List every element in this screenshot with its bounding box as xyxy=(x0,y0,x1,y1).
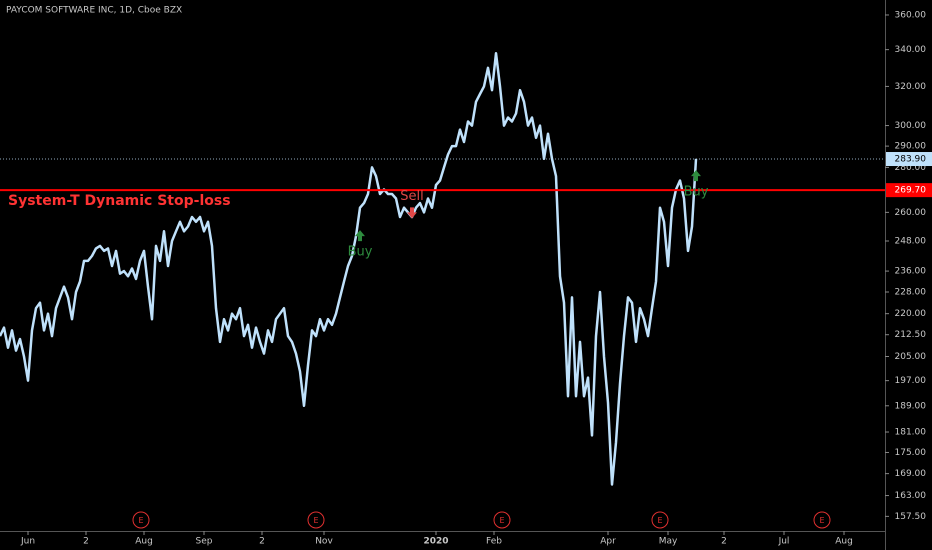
price-line xyxy=(0,51,698,486)
y-tick-label: 228.00 xyxy=(895,288,927,298)
y-tick-label: 181.00 xyxy=(895,428,927,438)
y-tick-label: 157.50 xyxy=(895,512,927,522)
y-tick-label: 189.00 xyxy=(895,401,927,411)
y-tick-label: 169.00 xyxy=(895,469,927,479)
signal-label: Buy xyxy=(684,185,709,200)
signal-arrow xyxy=(355,230,365,242)
y-tick-label: 360.00 xyxy=(895,10,927,20)
y-tick-label: 236.00 xyxy=(895,267,927,277)
y-tick-label: 220.00 xyxy=(895,309,927,319)
event-marker xyxy=(651,511,669,529)
x-tick-label: Sep xyxy=(196,537,213,547)
event-marker xyxy=(132,511,150,529)
x-tick-label: Feb xyxy=(486,537,502,547)
y-tick-label: 340.00 xyxy=(895,45,927,55)
event-label: E xyxy=(657,516,662,525)
event-marker xyxy=(307,511,325,529)
event-marker xyxy=(813,511,831,529)
stop-loss-label: System-T Dynamic Stop-loss xyxy=(8,193,231,209)
y-tick-label: 175.00 xyxy=(895,448,927,458)
x-tick-label: Apr xyxy=(600,537,616,547)
signal-label: Sell xyxy=(400,189,423,204)
y-tick-label: 248.00 xyxy=(895,237,927,247)
event-label: E xyxy=(499,516,504,525)
x-tick-label: Aug xyxy=(835,537,853,547)
x-tick-label: Nov xyxy=(315,537,333,547)
stop-loss-tag xyxy=(886,183,932,198)
y-tick-label: 212.50 xyxy=(895,330,927,340)
signal-arrow xyxy=(691,170,701,182)
x-tick-label: 2 xyxy=(259,537,265,547)
x-tick-label: Jul xyxy=(778,537,790,547)
x-tick-label: May xyxy=(659,537,678,547)
signal-label: Buy xyxy=(348,245,373,260)
last-price-value: 283.90 xyxy=(895,155,927,165)
y-tick-label: 320.00 xyxy=(895,82,927,92)
last-price-tag xyxy=(886,152,932,167)
x-tick-label: Aug xyxy=(135,537,153,547)
event-label: E xyxy=(819,516,824,525)
x-tick-label: 2 xyxy=(83,537,89,547)
event-marker xyxy=(493,511,511,529)
x-tick-label: 2020 xyxy=(423,537,448,547)
y-tick-label: 205.00 xyxy=(895,352,927,362)
x-tick-label: Jun xyxy=(20,537,35,547)
y-tick-label: 280.00 xyxy=(895,163,927,173)
signal-arrow xyxy=(407,207,417,219)
y-tick-label: 197.00 xyxy=(895,376,927,386)
x-tick-label: 2 xyxy=(721,537,727,547)
y-tick-label: 300.00 xyxy=(895,121,927,131)
y-tick-label: 290.00 xyxy=(895,142,927,152)
event-label: E xyxy=(313,516,318,525)
chart-title: PAYCOM SOFTWARE INC, 1D, Cboe BZX xyxy=(6,6,182,16)
y-tick-label: 163.00 xyxy=(895,491,927,501)
event-label: E xyxy=(138,516,143,525)
stop-loss-value: 269.70 xyxy=(895,186,927,196)
y-tick-label: 260.00 xyxy=(895,208,927,218)
